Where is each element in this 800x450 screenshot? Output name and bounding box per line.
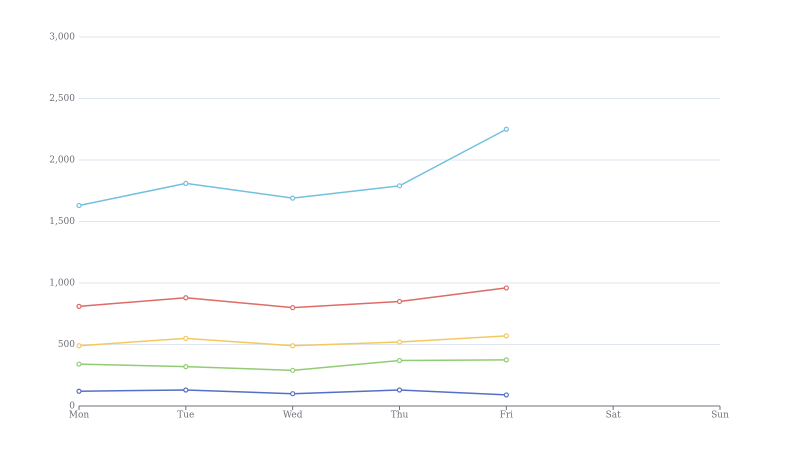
series-line bbox=[78, 128, 507, 207]
data-point bbox=[183, 387, 189, 393]
x-tick-label: Sun bbox=[711, 411, 729, 421]
data-point bbox=[290, 195, 296, 201]
y-tick-label: 500 bbox=[58, 340, 75, 350]
x-tick-label: Fri bbox=[500, 411, 514, 421]
y-tick-label: 2,500 bbox=[49, 94, 75, 104]
data-point bbox=[396, 357, 403, 364]
data-point bbox=[76, 303, 82, 309]
data-point bbox=[503, 285, 509, 291]
x-tick-label: Tue bbox=[177, 411, 194, 421]
data-point bbox=[76, 361, 82, 367]
data-point bbox=[290, 305, 296, 311]
data-point bbox=[503, 126, 509, 132]
data-point bbox=[503, 333, 509, 339]
data-point bbox=[76, 388, 82, 394]
y-tick-label: 1,500 bbox=[49, 217, 75, 227]
y-tick-label: 0 bbox=[69, 402, 75, 412]
x-tick-label: Sat bbox=[606, 411, 622, 421]
data-point bbox=[290, 367, 296, 373]
data-point bbox=[183, 364, 189, 370]
data-point bbox=[503, 392, 509, 398]
data-point bbox=[396, 339, 403, 345]
data-point bbox=[396, 298, 403, 305]
data-point bbox=[396, 387, 403, 393]
data-point bbox=[183, 295, 189, 301]
series-line bbox=[78, 287, 507, 309]
x-tick-label: Thu bbox=[391, 411, 409, 421]
data-point bbox=[76, 202, 82, 209]
data-point bbox=[503, 357, 509, 363]
data-point bbox=[76, 343, 82, 349]
data-point bbox=[290, 391, 296, 397]
x-tick-label: Mon bbox=[69, 411, 90, 421]
data-point bbox=[290, 343, 296, 349]
data-point bbox=[183, 180, 189, 186]
data-point bbox=[183, 335, 189, 341]
y-tick-label: 3,000 bbox=[49, 33, 75, 43]
y-tick-label: 2,000 bbox=[49, 156, 75, 166]
data-point bbox=[396, 183, 403, 189]
y-tick-label: 1,000 bbox=[49, 279, 75, 289]
x-tick-label: Wed bbox=[283, 411, 303, 421]
